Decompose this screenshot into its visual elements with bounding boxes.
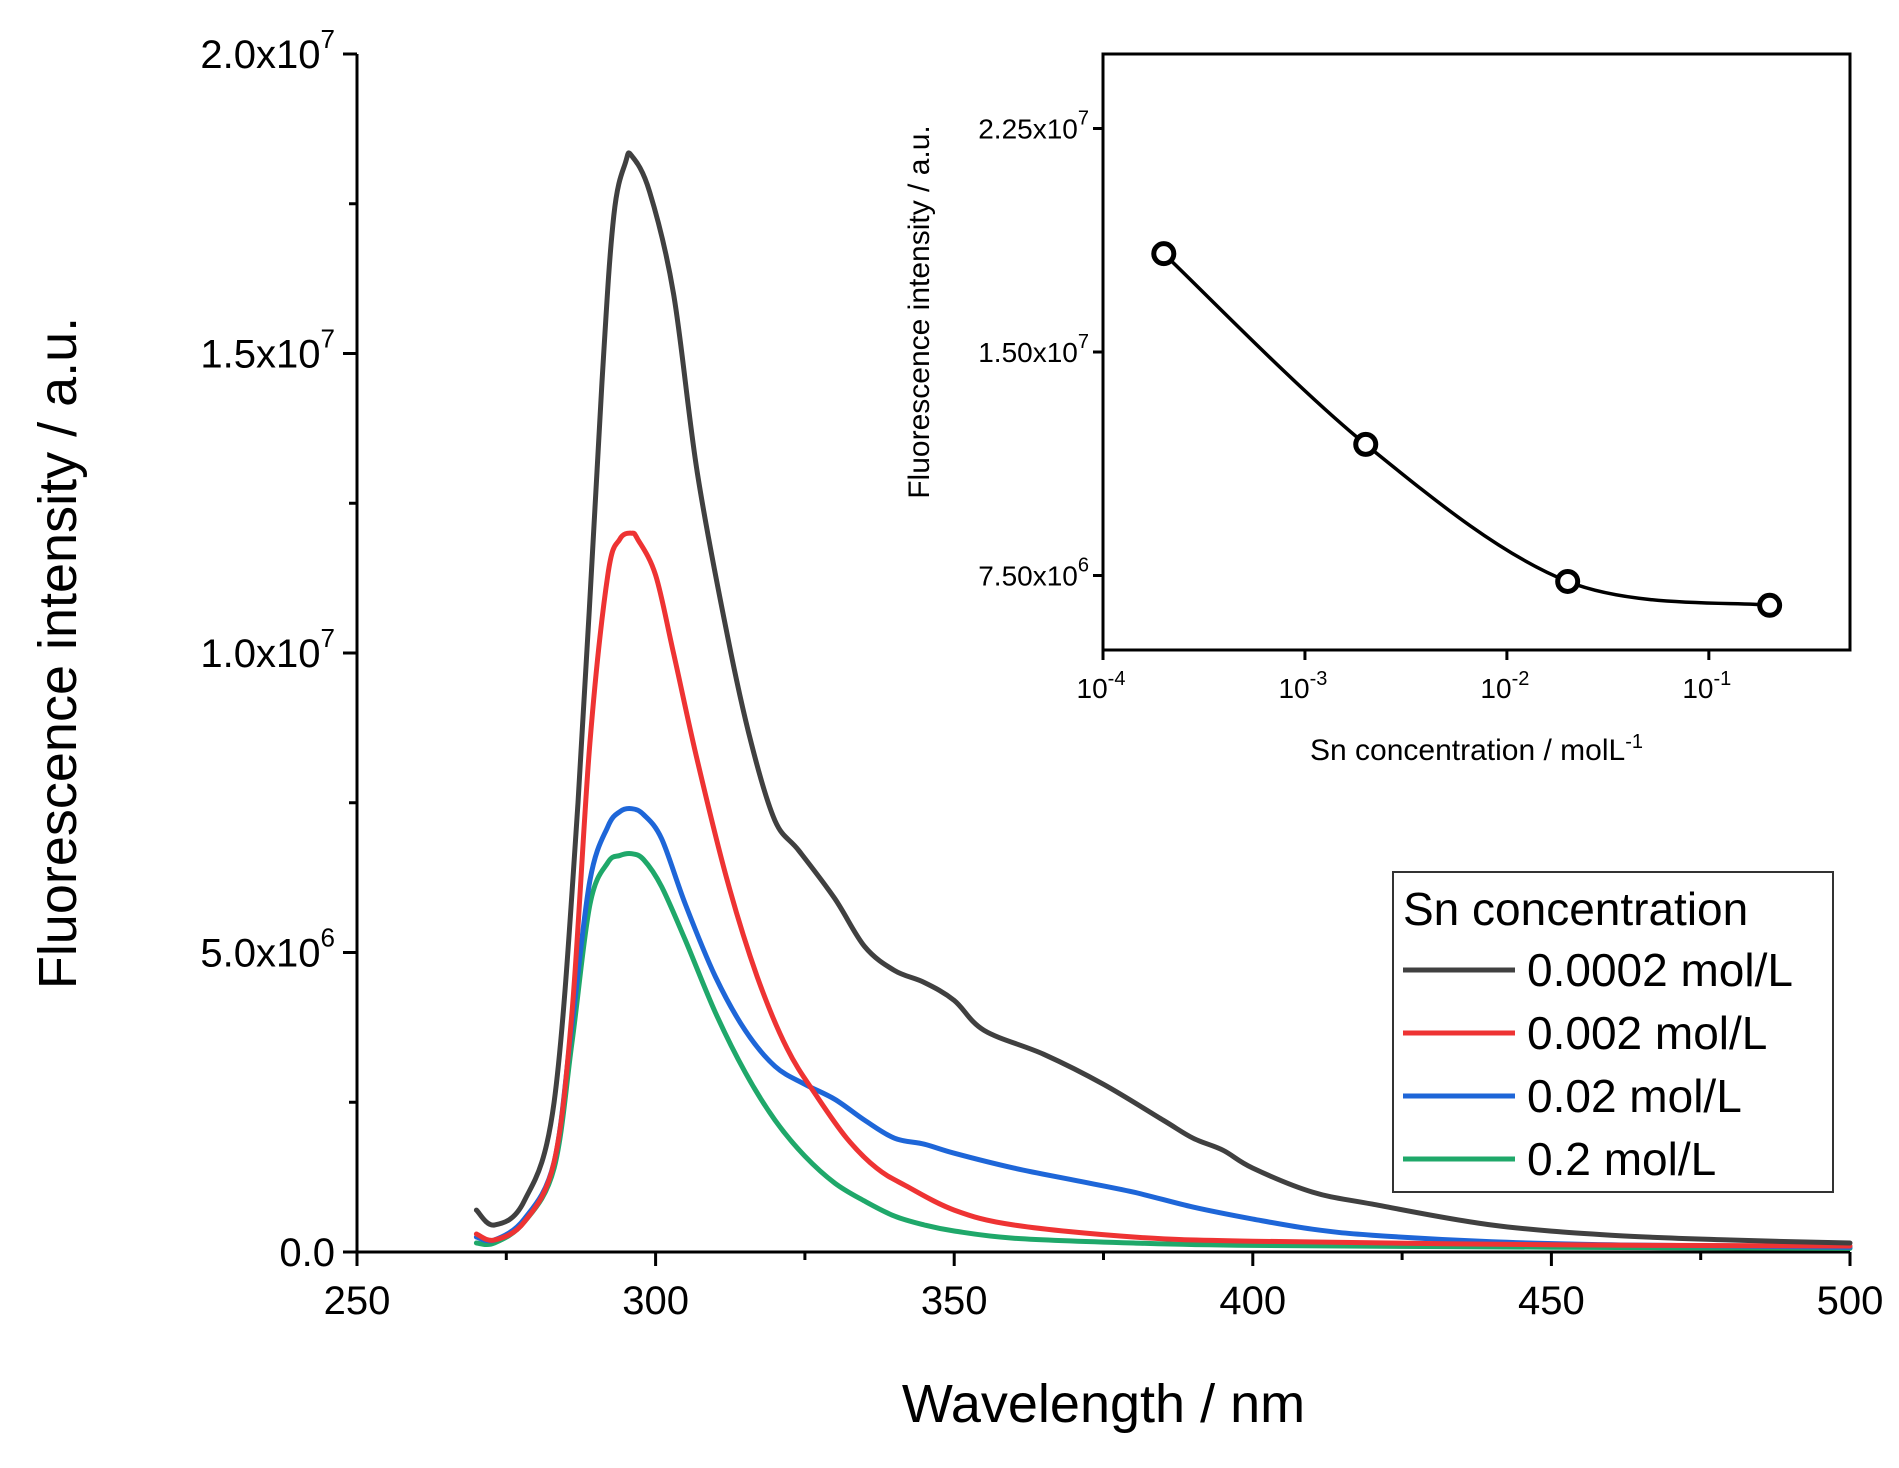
inset-frame (1101, 52, 1852, 652)
inset-point (1151, 241, 1177, 267)
legend-title: Sn concentration (1403, 883, 1748, 935)
inset-y-tick-label: 2.25x107 (978, 108, 1089, 145)
legend-label: 0.0002 mol/L (1527, 944, 1793, 996)
y-axis-title: Fluorescence intensity / a.u. (28, 317, 88, 989)
y-tick-label-base: 1.5x10 (200, 333, 320, 377)
inset-y-tick-label-exp: 6 (1078, 555, 1089, 577)
inset-point (1555, 568, 1581, 594)
y-tick-label: 0.0 (279, 1231, 335, 1275)
inset-y-tick-label-exp: 7 (1078, 108, 1089, 130)
inset-x-tick-label-exp: -2 (1512, 668, 1530, 690)
legend-box (1392, 871, 1834, 1193)
inset-point (1353, 431, 1379, 457)
inset-x-tick-label-base: 10 (1682, 673, 1713, 704)
inset-y-tick-label-base: 1.50x10 (978, 337, 1078, 368)
legend-label: 0.002 mol/L (1527, 1007, 1767, 1059)
inset-x-tick-label-exp: -4 (1108, 668, 1126, 690)
y-tick-label: 5.0x106 (200, 923, 335, 976)
x-tick-label: 500 (1817, 1279, 1884, 1323)
legend: Sn concentration 0.0002 mol/L 0.002 mol/L 0… (1392, 871, 1834, 1193)
legend-label: 0.2 mol/L (1527, 1133, 1716, 1185)
legend-label: 0.02 mol/L (1527, 1070, 1742, 1122)
inset-y-tick-label: 1.50x107 (978, 331, 1089, 368)
inset-series-line (1162, 252, 1770, 608)
inset-x-axis-title-base: Sn concentration / molL (1310, 734, 1625, 767)
x-tick-label: 250 (324, 1279, 391, 1323)
inset-y-axis-title: Fluorescence intensity / a.u. (903, 125, 936, 499)
inset-x-tick-label-exp: -3 (1310, 668, 1328, 690)
series-line-0-02-mol-l (473, 806, 1853, 1250)
inset-point (1757, 592, 1783, 618)
inset-x-tick-label: 10-4 (1077, 668, 1126, 704)
inset-y-tick-label-base: 7.50x10 (978, 561, 1078, 592)
y-tick-label-base: 1.0x10 (200, 632, 320, 676)
inset-y-tick-label-base: 2.25x10 (978, 114, 1078, 145)
inset-y-tick-label-exp: 7 (1078, 331, 1089, 353)
x-tick-label: 400 (1219, 1279, 1286, 1323)
series-line-0-002-mol-l (473, 530, 1853, 1249)
y-tick-label-exp: 7 (321, 324, 335, 354)
x-tick-label: 450 (1518, 1279, 1585, 1323)
y-tick-label-base: 0.0 (279, 1231, 335, 1275)
y-tick-label: 1.5x107 (200, 324, 335, 377)
inset-x-tick-label: 10-2 (1480, 668, 1529, 704)
inset-x-tick-label: 10-1 (1682, 668, 1731, 704)
y-tick-label-exp: 7 (321, 24, 335, 54)
x-axis-title: Wavelength / nm (902, 1374, 1305, 1434)
y-tick-label: 2.0x107 (200, 24, 335, 77)
inset-y-tick-label: 7.50x106 (978, 555, 1089, 592)
y-tick-label-base: 5.0x10 (200, 932, 320, 976)
inset-x-axis-title-exp: -1 (1625, 731, 1643, 753)
y-tick-label-exp: 6 (321, 923, 335, 953)
x-tick-label: 300 (622, 1279, 689, 1323)
inset-x-tick-label-exp: -1 (1714, 668, 1732, 690)
inset-x-tick-label: 10-3 (1278, 668, 1327, 704)
inset-x-tick-label-base: 10 (1480, 673, 1511, 704)
y-tick-label: 1.0x107 (200, 623, 335, 676)
series-line-0-0002-mol-l (473, 150, 1853, 1246)
inset-x-tick-label-base: 10 (1278, 673, 1309, 704)
inset-x-axis-title: Sn concentration / molL-1 (1310, 731, 1643, 767)
y-tick-label-base: 2.0x10 (200, 33, 320, 77)
inset-x-tick-label-base: 10 (1077, 673, 1108, 704)
inset-plot: 10-4 10-3 10-2 10-17.50x1061.50x1072.25x107… (903, 52, 1852, 767)
y-tick-label-exp: 7 (321, 623, 335, 653)
x-tick-label: 350 (921, 1279, 988, 1323)
main-plot: 250 300 350 400 450 5000.05.0x1061.0x1071.5x1… (28, 24, 1883, 1434)
